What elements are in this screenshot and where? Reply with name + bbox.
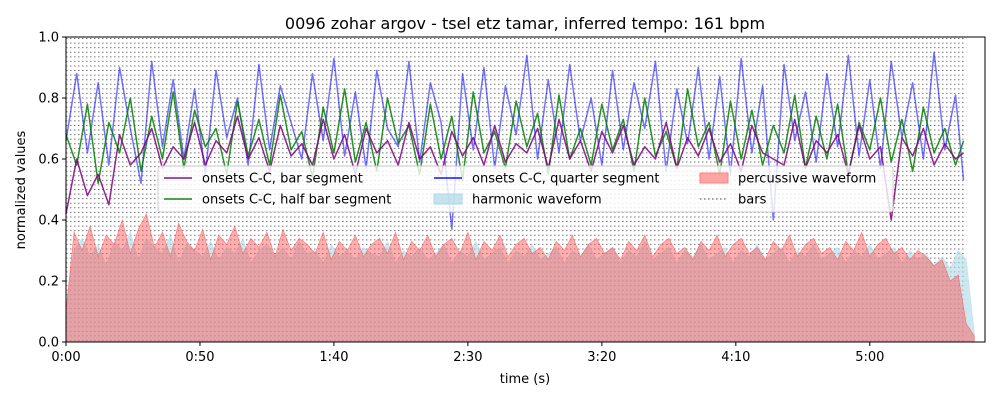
- legend-label-onsets-C-C-bar-segment: onsets C-C, bar segment: [202, 172, 363, 187]
- legend-handle-harmonic-waveform: [433, 193, 463, 205]
- y-tick-label-5: 1.0: [38, 31, 59, 46]
- x-tick-label-2: 1:40: [319, 350, 348, 365]
- x-tick-label-1: 0:50: [185, 350, 214, 365]
- legend-label-harmonic-waveform: harmonic waveform: [472, 193, 602, 208]
- legend-label-bars: bars: [738, 193, 767, 208]
- y-tick-label-3: 0.6: [38, 153, 59, 168]
- x-tick-label-0: 0:00: [51, 350, 80, 365]
- x-tick-label-5: 4:10: [721, 350, 750, 365]
- area-harmonic-waveform: [65, 231, 975, 343]
- x-tick-label-6: 5:00: [855, 350, 884, 365]
- plot-frame: [65, 36, 986, 343]
- x-tick-label-3: 2:30: [453, 350, 482, 365]
- legend-label-onsets-C-C-half-bar-segment: onsets C-C, half bar segment: [202, 193, 391, 208]
- legend-label-onsets-C-C-quarter-segment: onsets C-C, quarter segment: [472, 172, 659, 187]
- area-percussive-waveform: [65, 213, 975, 343]
- y-tick-label-0: 0.0: [38, 336, 59, 351]
- legend-label-percussive-waveform: percussive waveform: [738, 172, 876, 187]
- legend-entries: onsets C-C, bar segment onsets C-C, half …: [164, 172, 876, 208]
- waveform-areas: [65, 213, 975, 343]
- y-axis-label: normalized values: [14, 130, 29, 249]
- y-tick-label-4: 0.8: [38, 92, 59, 107]
- y-tick-label-1: 0.2: [38, 275, 59, 290]
- legend-handle-percussive-waveform: [699, 172, 729, 184]
- series-onsets-C-C-quarter-segment: [65, 51, 965, 230]
- x-axis-label: time (s): [500, 372, 550, 387]
- x-tick-label-4: 3:20: [587, 350, 616, 365]
- chart-title: 0096 zohar argov - tsel etz tamar, infer…: [285, 14, 765, 33]
- y-axis: 0.0 0.2 0.4 0.6 0.8 1.0: [38, 31, 66, 351]
- x-axis: 0:00 0:50 1:40 2:30 3:20 4:10 5:00: [51, 342, 884, 365]
- y-tick-label-2: 0.4: [38, 214, 59, 229]
- onset-lines: [65, 51, 965, 230]
- series-onsets-C-C-bar-segment: [65, 115, 965, 221]
- series-onsets-C-C-half-bar-segment: [65, 88, 965, 185]
- legend: onsets C-C, bar segment onsets C-C, half …: [157, 165, 894, 213]
